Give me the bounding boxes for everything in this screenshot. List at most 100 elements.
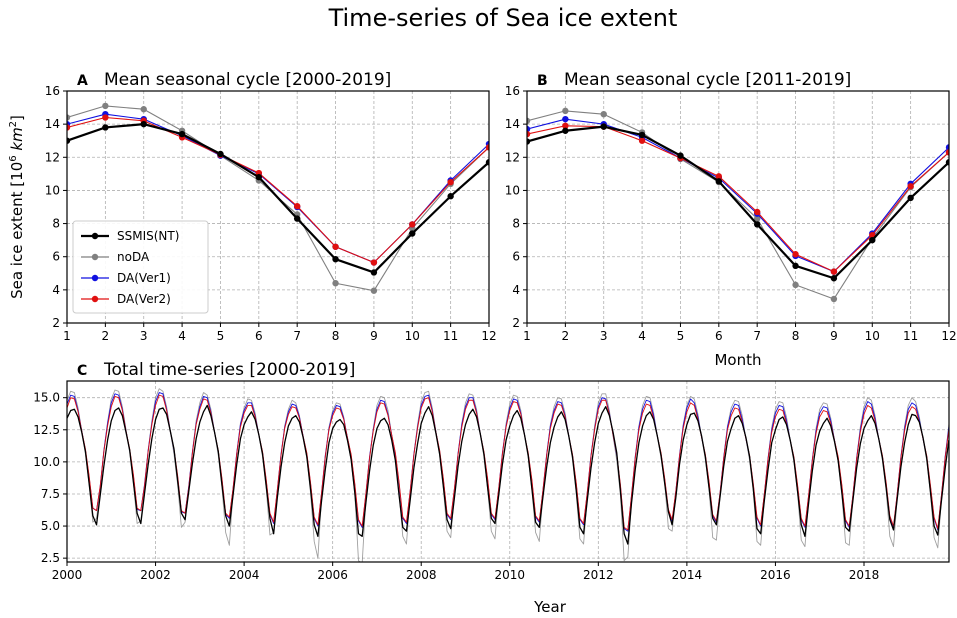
data-point-da-ver2 xyxy=(792,251,799,258)
data-point-da-ver2 xyxy=(485,144,489,151)
data-point-da-ver2 xyxy=(830,268,838,275)
data-point-da-ver2 xyxy=(945,149,949,156)
legend-marker-da-ver2 xyxy=(91,295,99,303)
data-point-da-ver1 xyxy=(527,125,531,133)
y-tick-label: 16 xyxy=(505,84,520,98)
x-tick-label: 12 xyxy=(941,329,956,343)
legend-marker-ssmis-nt xyxy=(91,232,99,240)
y-tick-label: 14 xyxy=(505,117,520,131)
x-tick-label: 2018 xyxy=(849,568,880,582)
x-tick-label: 12 xyxy=(481,329,496,343)
data-point-da-ver2 xyxy=(370,259,378,266)
x-tick-label: 2010 xyxy=(494,568,525,582)
data-point-ssmis-nt xyxy=(945,159,949,166)
data-point-da-ver2 xyxy=(409,221,416,228)
x-tick-label: 2 xyxy=(562,329,570,343)
data-point-ssmis-nt xyxy=(869,236,876,244)
data-point-noda xyxy=(332,280,339,287)
x-tick-label: 7 xyxy=(293,329,301,343)
legend-box xyxy=(72,220,209,314)
series-line-ssmis-nt xyxy=(67,123,489,274)
y-tick-label: 15.0 xyxy=(33,391,60,405)
y-tick-label: 14 xyxy=(45,117,60,131)
data-point-noda xyxy=(527,117,531,125)
y-tick-label: 10.0 xyxy=(33,455,60,469)
panel-title: Mean seasonal cycle [2011-2019] xyxy=(564,70,851,90)
x-tick-label: 2002 xyxy=(140,568,171,582)
y-tick-label: 10 xyxy=(45,183,60,197)
data-point-ssmis-nt xyxy=(485,159,489,166)
data-point-ssmis-nt xyxy=(527,138,531,145)
series-line-ssmis-nt xyxy=(527,125,949,280)
data-point-noda xyxy=(753,215,761,222)
y-tick-label: 5.0 xyxy=(41,519,60,533)
data-point-ssmis-nt xyxy=(217,150,224,158)
x-tick-label: 9 xyxy=(370,329,378,343)
x-tick-label: 5 xyxy=(677,329,685,343)
x-tick-label: 8 xyxy=(332,329,340,343)
legend-marker-noda xyxy=(91,253,99,261)
data-point-ssmis-nt xyxy=(332,256,339,263)
data-point-da-ver1 xyxy=(562,115,569,123)
series-line-ssmis-nt xyxy=(67,404,949,545)
data-point-da-ver2 xyxy=(293,202,301,210)
y-axis-label-text: Sea ice extent [10 xyxy=(8,162,26,299)
x-tick-label: 8 xyxy=(792,329,800,343)
x-tick-label: 10 xyxy=(405,329,420,343)
data-point-ssmis-nt xyxy=(562,127,569,134)
x-tick-label: 3 xyxy=(600,329,608,343)
data-point-da-ver2 xyxy=(447,178,454,186)
data-point-noda xyxy=(562,107,569,115)
figure-title: Time-series of Sea ice extent xyxy=(328,4,678,32)
panel-title: Mean seasonal cycle [2000-2019] xyxy=(104,70,391,90)
data-point-da-ver2 xyxy=(907,183,914,190)
x-tick-label: 6 xyxy=(255,329,263,343)
data-point-ssmis-nt xyxy=(102,124,109,131)
x-tick-label: 1 xyxy=(63,329,71,343)
series-line-da-ver2 xyxy=(67,116,489,264)
data-point-ssmis-nt xyxy=(907,194,914,202)
legend-label-da-ver2: DA(Ver2) xyxy=(117,292,171,306)
y-tick-label: 8 xyxy=(52,217,60,231)
data-point-noda xyxy=(600,111,607,118)
x-tick-label: 6 xyxy=(715,329,723,343)
y-tick-label: 6 xyxy=(512,250,520,264)
x-tick-label: 9 xyxy=(830,329,838,343)
data-point-ssmis-nt xyxy=(638,131,646,139)
x-tick-label: 3 xyxy=(140,329,148,343)
x-tick-label: 2006 xyxy=(317,568,348,582)
data-point-ssmis-nt xyxy=(447,193,454,200)
y-axis-label-unit-exp: 2 xyxy=(8,121,19,127)
x-tick-label: 11 xyxy=(443,329,458,343)
data-point-ssmis-nt xyxy=(753,221,761,228)
y-axis-label-unit: km xyxy=(8,127,26,155)
x-tick-label: 2008 xyxy=(406,568,437,582)
data-point-noda xyxy=(830,295,838,303)
y-tick-label: 2.5 xyxy=(41,551,60,565)
x-tick-label: 4 xyxy=(638,329,646,343)
series-line-da-ver1 xyxy=(527,118,949,273)
data-point-da-ver2 xyxy=(562,122,569,129)
y-tick-label: 4 xyxy=(52,283,60,297)
panel-label: B xyxy=(537,73,548,89)
data-point-ssmis-nt xyxy=(140,120,147,128)
data-point-ssmis-nt xyxy=(677,152,684,159)
data-point-ssmis-nt xyxy=(792,262,799,270)
panel-c-total-timeseries: 2000 2002 2004 2006 2008 2010 2012 2014 2016 2018… xyxy=(33,360,950,616)
y-axis-label-close: ] xyxy=(8,115,26,121)
data-point-da-ver2 xyxy=(527,130,531,138)
y-tick-label: 7.5 xyxy=(41,487,60,501)
data-point-da-ver1 xyxy=(945,144,949,151)
y-tick-label: 6 xyxy=(52,250,60,264)
legend-marker-da-ver1 xyxy=(91,274,99,282)
series-group xyxy=(527,107,949,303)
x-tick-label: 2004 xyxy=(229,568,260,582)
legend: SSMIS(NT) noDA DA(Ver1) DA(Ver2) xyxy=(72,220,209,314)
data-point-ssmis-nt xyxy=(600,123,607,130)
y-axis-label-exp: 6 xyxy=(8,155,19,161)
data-point-da-ver2 xyxy=(332,243,339,250)
panel-title: Total time-series [2000-2019] xyxy=(103,360,355,380)
x-tick-label: 4 xyxy=(178,329,186,343)
data-point-noda xyxy=(140,106,147,113)
